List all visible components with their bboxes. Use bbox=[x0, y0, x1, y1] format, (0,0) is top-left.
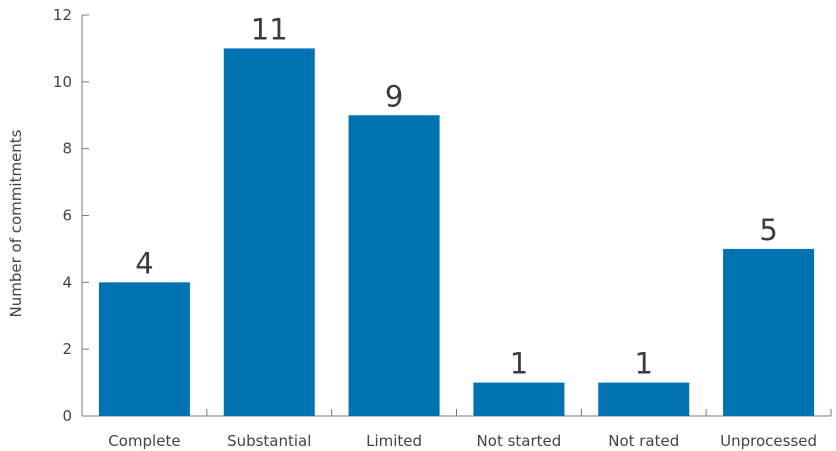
x-tick-label: Unprocessed bbox=[720, 432, 817, 450]
bar bbox=[473, 382, 565, 416]
chart-axes: 0 2 4 6 8 10 12 Complete Substantial Limited Not s… bbox=[53, 6, 832, 450]
y-tick-label: 6 bbox=[62, 207, 72, 225]
bar-value-label: 1 bbox=[510, 347, 528, 381]
bar bbox=[348, 115, 440, 416]
y-tick-label: 0 bbox=[62, 407, 72, 425]
bar bbox=[223, 48, 315, 417]
bar-value-label: 11 bbox=[251, 12, 288, 46]
bar bbox=[598, 382, 690, 416]
y-tick-label: 10 bbox=[53, 73, 72, 91]
bar bbox=[723, 248, 815, 416]
x-tick-label: Not started bbox=[477, 432, 562, 450]
bar-value-label: 1 bbox=[635, 347, 653, 381]
x-tick-label: Substantial bbox=[227, 432, 311, 450]
bar-value-label: 4 bbox=[135, 246, 153, 280]
x-tick-label: Complete bbox=[108, 432, 180, 450]
y-axis-label: Number of commitments bbox=[7, 129, 25, 317]
x-tick-label: Not rated bbox=[608, 432, 679, 450]
bar-value-label: 5 bbox=[759, 213, 777, 247]
y-tick-label: 12 bbox=[53, 6, 72, 24]
y-tick-label: 2 bbox=[62, 340, 72, 358]
y-tick-label: 8 bbox=[62, 140, 72, 158]
x-tick-label: Limited bbox=[366, 432, 422, 450]
bar-value-label: 9 bbox=[385, 79, 403, 113]
bar bbox=[98, 282, 190, 416]
y-tick-label: 4 bbox=[62, 273, 72, 291]
